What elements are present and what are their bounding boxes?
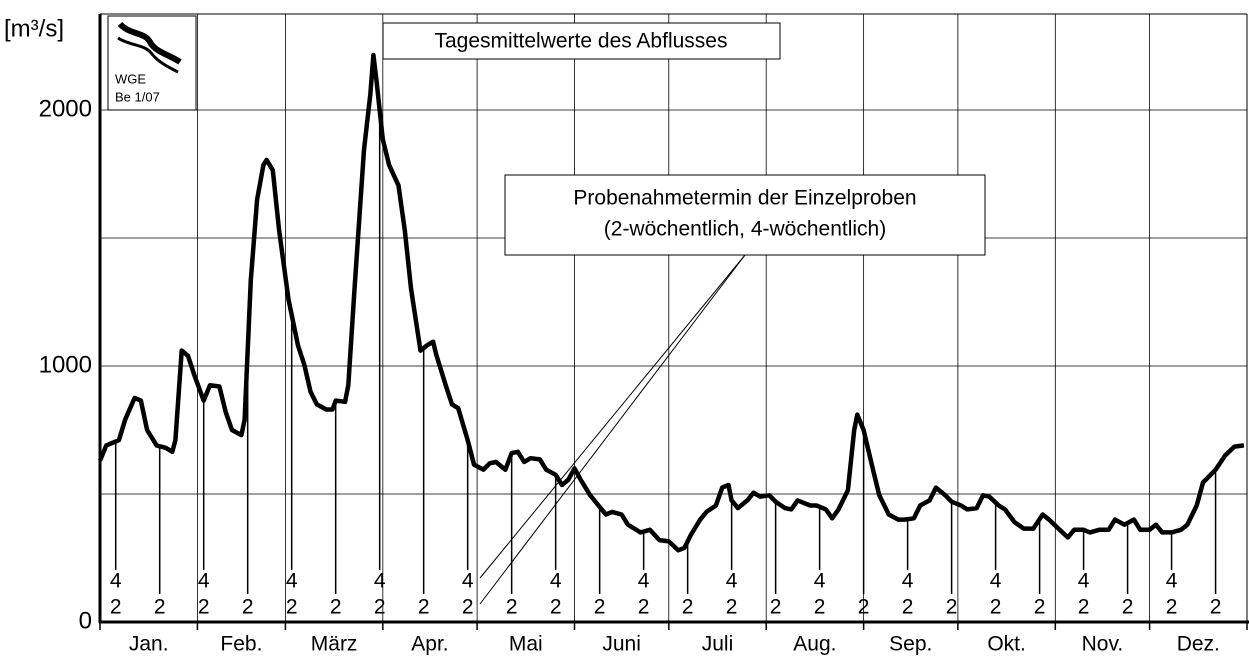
sample-label: 2 — [858, 596, 870, 619]
sample-label: 2 — [726, 596, 738, 619]
discharge-line — [97, 52, 1245, 553]
x-tick-label: Apr. — [411, 633, 448, 656]
annotation-text: Probenahmetermin der Einzelproben — [573, 187, 916, 210]
sample-label: 4 — [110, 570, 122, 593]
sample-label: 4 — [286, 570, 298, 593]
sample-label: 4 — [374, 570, 386, 593]
chart-title: Tagesmittelwerte des Abflusses — [435, 30, 728, 53]
sample-label: 2 — [902, 596, 914, 619]
sample-label: 2 — [1210, 596, 1222, 619]
logo-box — [107, 15, 197, 111]
logo: WGE Be 1/07 — [107, 15, 197, 111]
sample-label: 2 — [990, 596, 1002, 619]
sample-label: 2 — [1078, 596, 1090, 619]
x-tick-label: Sep. — [889, 633, 932, 656]
sample-label: 2 — [330, 596, 342, 619]
sample-label: 2 — [506, 596, 518, 619]
lines — [97, 52, 1245, 553]
x-tick-label: Mai — [509, 633, 543, 656]
sample-label: 2 — [242, 596, 254, 619]
sample-label: 2 — [198, 596, 210, 619]
sample-label: 2 — [418, 596, 430, 619]
annotation-pointer — [479, 254, 746, 579]
sample-label: 2 — [1034, 596, 1046, 619]
x-tick-label: Juni — [602, 633, 641, 656]
sample-label: 4 — [814, 570, 826, 593]
sample-label: 4 — [1166, 570, 1178, 593]
sample-label: 2 — [946, 596, 958, 619]
x-tick-label: Aug. — [793, 633, 836, 656]
x-tick-label: Nov. — [1082, 633, 1124, 656]
sample-label: 4 — [462, 570, 474, 593]
sample-label: 2 — [286, 596, 298, 619]
y-tick-label: 0 — [79, 607, 92, 634]
sample-label: 2 — [770, 596, 782, 619]
sample-label: 2 — [374, 596, 386, 619]
y-axis-label: [m³/s] — [4, 15, 64, 42]
sample-label: 4 — [550, 570, 562, 593]
x-tick-label: Okt. — [987, 633, 1026, 656]
annotation-frame — [504, 174, 986, 256]
sample-label: 2 — [682, 596, 694, 619]
x-tick-label: Dez. — [1177, 633, 1220, 656]
annotation-text: (2-wöchentlich, 4-wöchentlich) — [604, 218, 886, 241]
y-tick-label: 1000 — [39, 351, 92, 378]
sample-label: 2 — [638, 596, 650, 619]
sample-label: 4 — [726, 570, 738, 593]
annotation-box: Probenahmetermin der Einzelproben (2-wöc… — [504, 174, 986, 256]
sample-markers: 2 2 2 2 2 2 2 2 2 2 2 2 2 2 2 2 2 2 2 2 2 2 2 2 2 2 4 4 4 4 4 4 4 4 4 4 4 4 4 — [110, 110, 1222, 619]
logo-swoosh — [117, 36, 179, 74]
logo-text: Be 1/07 — [115, 89, 160, 104]
annotation-pointer — [479, 254, 746, 605]
sample-label: 4 — [990, 570, 1002, 593]
sample-label: 2 — [550, 596, 562, 619]
sample-label: 4 — [902, 570, 914, 593]
y-tick-label: 2000 — [39, 95, 92, 122]
sample-label: 4 — [198, 570, 210, 593]
x-tick-label: Feb. — [220, 633, 262, 656]
sample-label: 2 — [1122, 596, 1134, 619]
sample-label: 4 — [1078, 570, 1090, 593]
sample-label: 2 — [154, 596, 166, 619]
logo-text: WGE — [115, 71, 146, 86]
title-frame — [382, 22, 781, 60]
sample-label: 2 — [814, 596, 826, 619]
sample-label: 2 — [594, 596, 606, 619]
sample-label: 2 — [462, 596, 474, 619]
title-box: Tagesmittelwerte des Abflusses — [382, 22, 781, 60]
sample-label: 2 — [110, 596, 122, 619]
logo-swoosh — [117, 21, 182, 65]
x-tick-label: Juli — [702, 633, 734, 656]
sample-label: 2 — [1166, 596, 1178, 619]
sample-label: 4 — [638, 570, 650, 593]
x-tick-label: März — [311, 633, 358, 656]
x-tick-label: Jan. — [129, 633, 169, 656]
